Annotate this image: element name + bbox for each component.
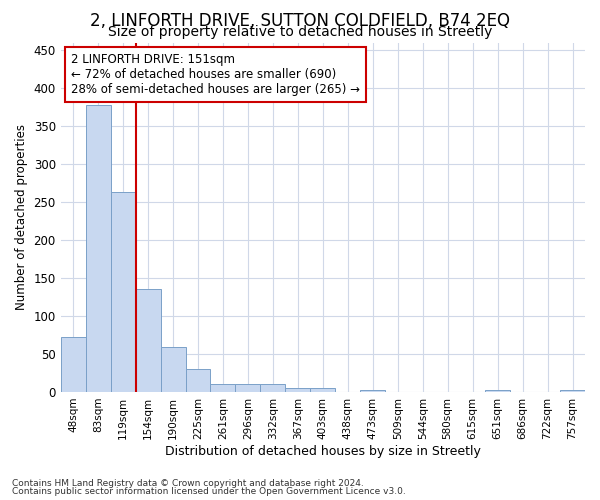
Bar xyxy=(185,369,211,392)
Bar xyxy=(360,390,385,392)
Text: 2, LINFORTH DRIVE, SUTTON COLDFIELD, B74 2EQ: 2, LINFORTH DRIVE, SUTTON COLDFIELD, B74… xyxy=(90,12,510,30)
X-axis label: Distribution of detached houses by size in Streetly: Distribution of detached houses by size … xyxy=(165,444,481,458)
Bar xyxy=(310,388,335,392)
Bar xyxy=(211,384,235,392)
Bar xyxy=(560,390,585,392)
Bar xyxy=(260,384,286,392)
Bar xyxy=(235,384,260,392)
Text: Contains public sector information licensed under the Open Government Licence v3: Contains public sector information licen… xyxy=(12,487,406,496)
Text: Size of property relative to detached houses in Streetly: Size of property relative to detached ho… xyxy=(108,25,492,39)
Text: 2 LINFORTH DRIVE: 151sqm
← 72% of detached houses are smaller (690)
28% of semi-: 2 LINFORTH DRIVE: 151sqm ← 72% of detach… xyxy=(71,53,360,96)
Bar xyxy=(161,347,185,392)
Bar xyxy=(110,192,136,392)
Bar xyxy=(136,288,161,392)
Y-axis label: Number of detached properties: Number of detached properties xyxy=(15,124,28,310)
Bar xyxy=(485,390,510,392)
Text: Contains HM Land Registry data © Crown copyright and database right 2024.: Contains HM Land Registry data © Crown c… xyxy=(12,478,364,488)
Bar xyxy=(61,338,86,392)
Bar xyxy=(286,388,310,392)
Bar xyxy=(86,105,110,392)
